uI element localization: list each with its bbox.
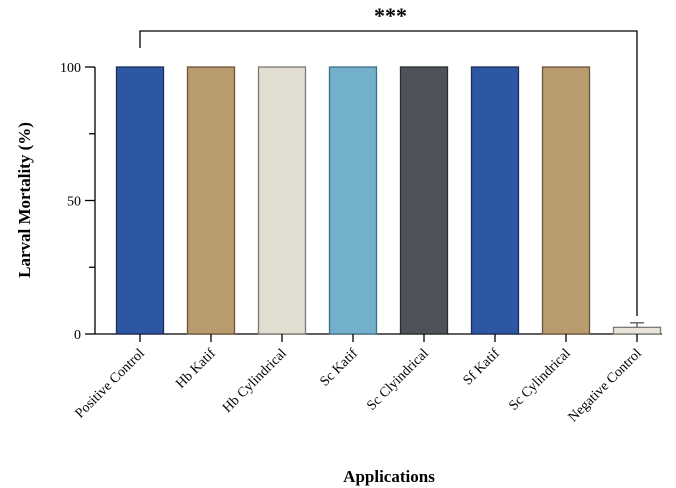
significance-bracket-line (139, 30, 638, 316)
x-tick-label: Sf Katif (461, 346, 503, 388)
bar (257, 66, 307, 335)
y-tick-label: 100 (60, 61, 81, 76)
significance-bracket: *** (139, 3, 638, 316)
bars (115, 66, 662, 335)
x-tick-label: Positive Control (73, 346, 148, 421)
bar (328, 66, 378, 335)
significance-label: *** (374, 3, 407, 28)
bar (115, 66, 165, 335)
x-tick-label: Sc Cylindrical (506, 346, 574, 414)
x-tick-label: Hb Katif (173, 346, 219, 392)
bar (541, 66, 591, 335)
y-axis-title: Larval Mortality (%) (15, 122, 34, 278)
bar (470, 66, 520, 335)
x-tick-label: Negative Control (566, 346, 645, 425)
x-tick-label: Hb Cylindrical (220, 346, 290, 416)
y-tick-label: 50 (67, 195, 81, 210)
bar (186, 66, 236, 335)
x-axis-title: Applications (343, 467, 435, 486)
x-tick-label: Sc Katif (318, 346, 362, 390)
x-axis-ticks: Positive Control Hb Katif Hb Cylindrical Sc… (73, 334, 645, 425)
bar (612, 326, 662, 335)
bar (399, 66, 449, 335)
x-tick-label: Sc Clyindrical (364, 346, 432, 414)
y-axis-ticks: 0 50 100 (60, 61, 95, 343)
y-tick-label: 0 (74, 328, 81, 343)
